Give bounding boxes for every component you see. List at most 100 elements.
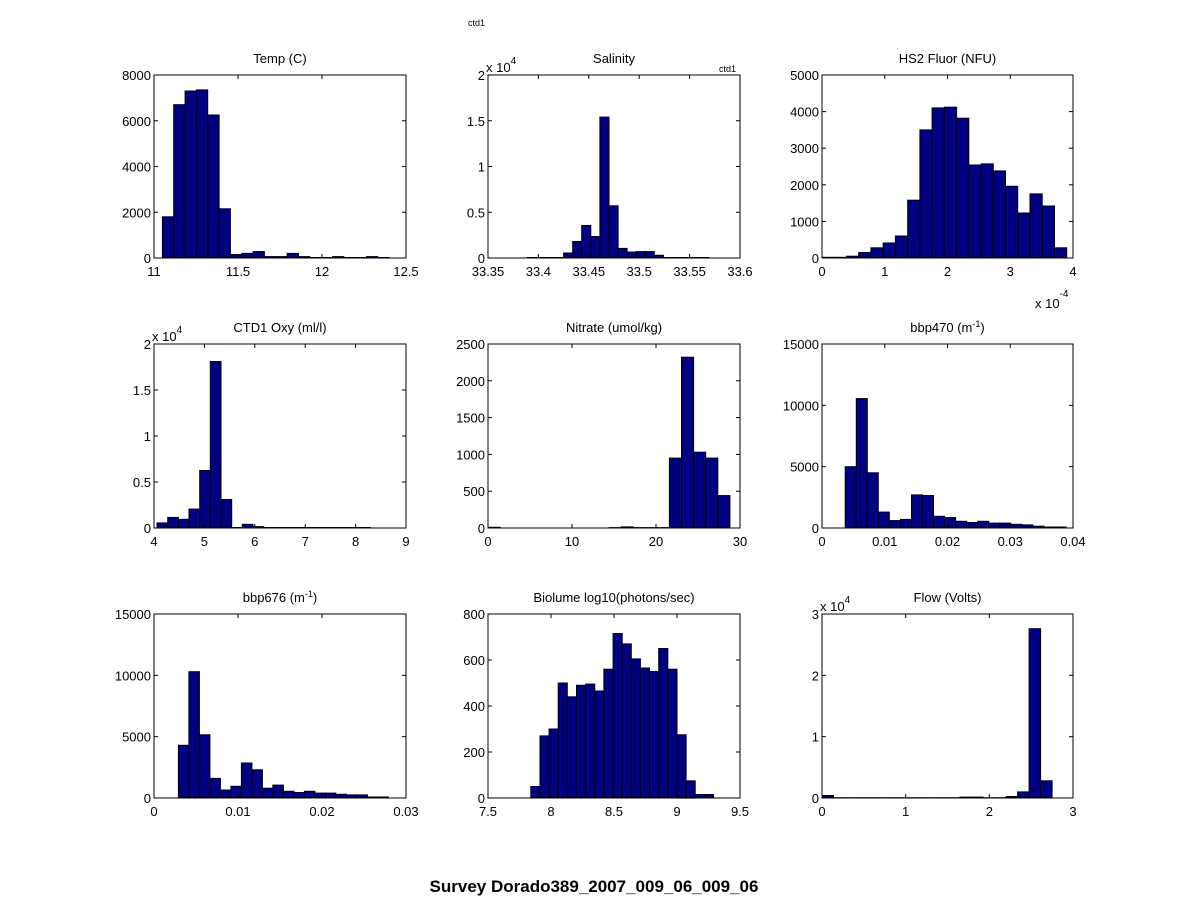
title-text: CTD1 Oxy (ml/l) bbox=[233, 320, 326, 335]
histogram-bar bbox=[1029, 193, 1043, 259]
histogram-bar bbox=[944, 517, 957, 529]
x-tick-label: 7.5 bbox=[479, 804, 497, 819]
histogram-bar bbox=[943, 106, 958, 259]
y-tick-label: 200 bbox=[463, 745, 485, 760]
x-tick-label: 0.01 bbox=[872, 534, 897, 549]
title-suffix: ) bbox=[980, 320, 984, 335]
histogram-bar bbox=[314, 792, 326, 799]
histogram-bar bbox=[907, 199, 921, 259]
y-tick-label: 2 bbox=[144, 337, 151, 352]
subplot-6: 0 0.01 0.02 0.03 0.04 0 5000 10000 15000 bbp470 (… bbox=[783, 319, 1086, 549]
x-tick-label: 0 bbox=[818, 264, 825, 279]
histogram-bar bbox=[635, 251, 646, 259]
annotation-ctd1-salinity: ctd1 bbox=[719, 64, 736, 74]
histogram-bar bbox=[563, 252, 574, 259]
title-text: bbp676 (m bbox=[243, 590, 305, 605]
y-exponent-power: 4 bbox=[177, 325, 183, 336]
histogram-bar bbox=[676, 734, 687, 799]
annotation-ctd1-top: ctd1 bbox=[468, 18, 485, 28]
y-tick-label: 3000 bbox=[790, 141, 819, 156]
histogram-bar bbox=[261, 787, 274, 799]
x-tick-label: 9 bbox=[402, 534, 409, 549]
histogram-bar bbox=[717, 495, 731, 529]
title-text: Temp (C) bbox=[253, 51, 306, 66]
y-tick-label: 0 bbox=[812, 521, 819, 536]
x-tick-label: 0 bbox=[150, 804, 157, 819]
histogram-bar bbox=[241, 252, 254, 259]
subplot-title: Biolume log10(photons/sec) bbox=[533, 590, 694, 605]
histogram-bar bbox=[594, 690, 605, 799]
title-suffix: ) bbox=[313, 590, 317, 605]
y-tick-label: 10000 bbox=[115, 668, 151, 683]
title-text: Salinity bbox=[593, 51, 635, 66]
histogram-bar bbox=[251, 769, 263, 799]
x-tick-label: 1 bbox=[881, 264, 888, 279]
histogram-bar bbox=[218, 208, 231, 259]
y-tick-label: 0 bbox=[144, 791, 151, 806]
x-tick-label: 0.03 bbox=[393, 804, 418, 819]
histogram-bar bbox=[977, 520, 990, 529]
y-tick-label: 4000 bbox=[122, 160, 151, 175]
histogram-bar bbox=[188, 671, 200, 799]
histogram-bar bbox=[966, 522, 979, 529]
histogram-bar bbox=[705, 457, 719, 529]
y-exponent-label: x 104 bbox=[486, 56, 517, 75]
y-tick-label: 1 bbox=[144, 429, 151, 444]
y-exponent-label: x 104 bbox=[152, 325, 183, 344]
y-tick-label: 0 bbox=[812, 251, 819, 266]
y-tick-label: 4000 bbox=[790, 105, 819, 120]
histogram-bar bbox=[693, 451, 707, 529]
y-tick-label: 1.5 bbox=[467, 114, 485, 129]
x-tick-label: 0.04 bbox=[1060, 534, 1085, 549]
subplot-8: 7.5 8 8.5 9 9.5 0 200 400 600 800 Biolume log10(ph… bbox=[463, 590, 749, 819]
histogram-bar bbox=[177, 518, 190, 529]
subplot-3: 0 1 2 3 4 0 1000 2000 3000 4000 5000 HS2 Fluor (NFU… bbox=[790, 51, 1077, 311]
x-tick-label: 0.02 bbox=[309, 804, 334, 819]
subplot-1: 11 11.5 12 12.5 0 2000 4000 6000 8000 Temp (C) bbox=[122, 51, 419, 279]
histogram-bar bbox=[1040, 780, 1053, 799]
histogram-bar bbox=[1017, 791, 1030, 799]
histogram-bar bbox=[173, 104, 186, 259]
histogram-bar bbox=[184, 90, 197, 259]
histogram-bar bbox=[1010, 523, 1023, 529]
histogram-bar bbox=[539, 735, 550, 799]
y-exponent-label: x 104 bbox=[820, 595, 851, 614]
histogram-bar bbox=[198, 734, 211, 799]
x-tick-label: 5 bbox=[201, 534, 208, 549]
y-tick-label: 1000 bbox=[790, 214, 819, 229]
x-tick-label: 4 bbox=[150, 534, 157, 549]
y-tick-label: 10000 bbox=[783, 398, 819, 413]
y-tick-label: 0 bbox=[144, 251, 151, 266]
title-text: Nitrate (umol/kg) bbox=[566, 320, 662, 335]
x-tick-label: 10 bbox=[565, 534, 579, 549]
x-tick-label: 7 bbox=[302, 534, 309, 549]
y-tick-label: 1500 bbox=[456, 411, 485, 426]
histogram-bar bbox=[644, 251, 655, 259]
histogram-bar bbox=[858, 252, 872, 259]
y-tick-label: 0.5 bbox=[467, 205, 485, 220]
x-tick-label: 30 bbox=[733, 534, 747, 549]
x-tick-label: 0 bbox=[818, 534, 825, 549]
subplot-4: 4 5 6 7 8 9 0 0.5 1 1.5 2 CTD1 Oxy (ml/l) x 104 bbox=[133, 320, 410, 549]
histogram-bar bbox=[548, 728, 559, 799]
histogram-bar bbox=[992, 170, 1006, 259]
y-tick-label: 2000 bbox=[456, 374, 485, 389]
y-tick-label: 15000 bbox=[783, 337, 819, 352]
x-tick-label: 33.35 bbox=[472, 264, 505, 279]
histogram-bar bbox=[649, 671, 660, 799]
histogram-bar bbox=[888, 520, 901, 529]
histogram-bar bbox=[286, 252, 299, 259]
histogram-bar bbox=[272, 784, 284, 799]
histogram-bar bbox=[335, 793, 347, 799]
y-tick-label: 400 bbox=[463, 699, 485, 714]
axes-box bbox=[487, 343, 741, 529]
x-tick-label: 33.55 bbox=[673, 264, 706, 279]
histogram-bar bbox=[608, 205, 619, 259]
histogram-bar bbox=[282, 790, 295, 799]
histogram-bar bbox=[877, 511, 890, 529]
histogram-bar bbox=[955, 520, 968, 529]
histogram-bar bbox=[681, 356, 695, 529]
y-tick-label: 2000 bbox=[790, 178, 819, 193]
x-tick-label: 0 bbox=[484, 534, 491, 549]
histogram-bar bbox=[694, 794, 705, 799]
